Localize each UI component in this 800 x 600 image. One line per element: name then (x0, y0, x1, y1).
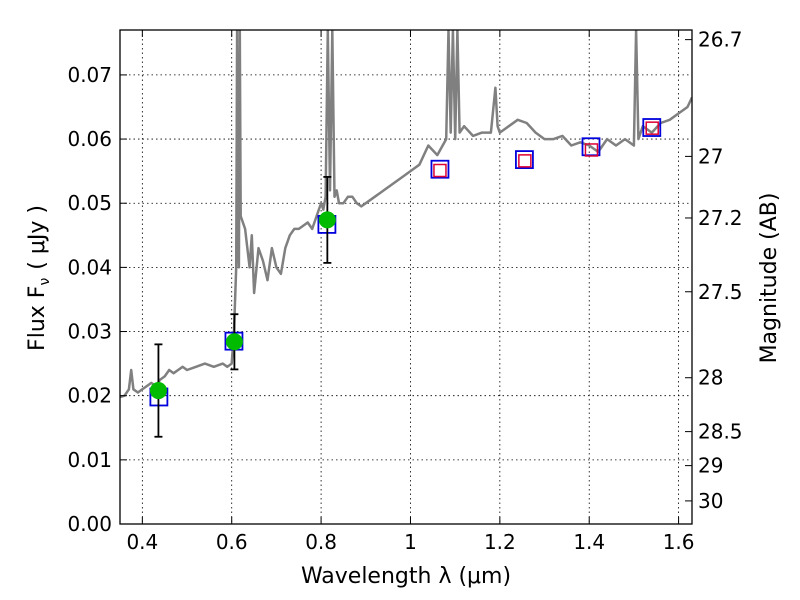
y-axis-ticks: 0.00 0.01 0.02 0.03 0.04 0.05 0.06 0.07 (67, 63, 127, 536)
model-band-square (515, 150, 534, 169)
predicted-square (518, 154, 532, 168)
y-tick-label: 0.03 (67, 320, 112, 344)
observed-point (225, 333, 243, 351)
x-tick-label: 0.4 (126, 530, 158, 554)
y-axis-label: Flux Fν ( μJy ) (25, 205, 53, 351)
predicted-squares (433, 121, 659, 178)
y-tick-label: 0.00 (67, 512, 112, 536)
y-tick-label: 0.05 (67, 191, 112, 215)
x-tick-label: 1.4 (573, 530, 605, 554)
observed-point (318, 211, 336, 229)
right-axis-label: Magnitude (AB) (757, 193, 782, 364)
right-tick-label: 27 (698, 144, 723, 168)
model-band-square (642, 118, 662, 137)
right-tick-label: 26.7 (698, 28, 743, 52)
right-tick-label: 28 (698, 366, 723, 390)
right-tick-label: 27.2 (698, 206, 743, 230)
right-tick-label: 30 (698, 489, 723, 513)
y-tick-label: 0.02 (67, 384, 112, 408)
y-axis-label-text: Flux F (25, 286, 50, 351)
x-tick-label: 1.2 (484, 530, 516, 554)
observed-point (149, 382, 167, 400)
y-tick-label: 0.06 (67, 127, 112, 151)
y-tick-label: 0.04 (67, 255, 112, 279)
right-tick-label: 29 (698, 454, 723, 478)
y-axis-label-sub: ν (37, 278, 53, 286)
x-tick-label: 1.6 (663, 530, 695, 554)
x-tick-label: 1 (404, 530, 417, 554)
model-spectrum (120, 30, 692, 399)
model-band-squares (149, 118, 662, 407)
x-tick-label: 0.8 (305, 530, 337, 554)
model-spectrum-line (120, 30, 692, 399)
y-axis-label-unit: ( μJy ) (25, 205, 50, 270)
model-band-square (430, 159, 450, 179)
predicted-square (433, 163, 447, 178)
right-tick-label: 28.5 (698, 420, 743, 444)
y-tick-label: 0.01 (67, 448, 112, 472)
right-axis-ticks: 26.7 27 27.2 27.5 28 28.5 29 30 (685, 28, 743, 513)
observed-points (149, 211, 336, 400)
x-axis-label: Wavelength λ (μm) (301, 564, 511, 589)
predicted-square (584, 143, 599, 157)
right-tick-label: 27.5 (698, 280, 743, 304)
x-tick-label: 0.6 (216, 530, 248, 554)
predicted-square (645, 121, 659, 135)
y-tick-label: 0.07 (67, 63, 112, 87)
x-axis-ticks: 0.4 0.6 0.8 1 1.2 1.4 1.6 (126, 30, 695, 554)
error-bars (154, 176, 332, 438)
grid-lines (120, 30, 692, 525)
plot-frame (119, 29, 693, 525)
